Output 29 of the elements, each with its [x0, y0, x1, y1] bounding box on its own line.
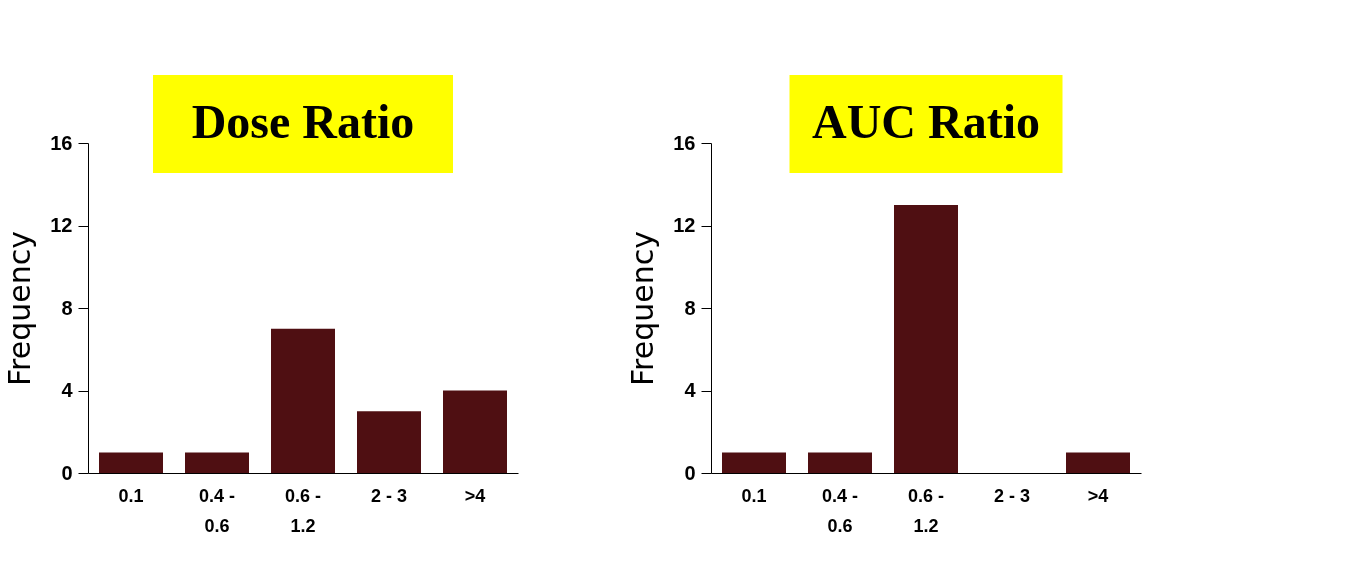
x-tick-label: 0.4 - 0.6	[198, 485, 236, 536]
x-tick-label: >4	[1087, 485, 1109, 506]
x-tick-label: 0.1	[118, 485, 144, 506]
x-tick-label: >4	[464, 485, 486, 506]
bar	[357, 411, 421, 473]
y-tick-label: 4	[61, 379, 74, 401]
y-tick-label: 16	[673, 131, 696, 154]
y-axis-title: Frequency	[2, 231, 38, 386]
chart-title: AUC Ratio	[812, 95, 1040, 148]
y-tick-label: 12	[673, 214, 696, 236]
y-axis-title: Frequency	[625, 231, 661, 386]
bar	[271, 328, 335, 473]
x-tick-label: 0.1	[741, 485, 767, 506]
y-tick-label: 0	[61, 461, 73, 484]
y-tick-label: 8	[61, 296, 73, 319]
y-tick-label: 8	[684, 296, 696, 319]
y-tick-label: 4	[684, 379, 697, 401]
x-tick-label: 0.6 - 1.2	[907, 485, 945, 536]
y-tick-label: 12	[50, 214, 73, 236]
bar	[443, 390, 507, 473]
bar	[185, 452, 249, 473]
y-tick-label: 16	[50, 131, 73, 154]
x-tick-label: 0.6 - 1.2	[284, 485, 322, 536]
y-tick-label: 0	[684, 461, 696, 484]
x-tick-label: 2 - 3	[370, 485, 408, 506]
x-tick-label: 2 - 3	[993, 485, 1031, 506]
chart-title: Dose Ratio	[191, 95, 415, 148]
x-tick-label: 0.4 - 0.6	[821, 485, 859, 536]
bar	[99, 452, 163, 473]
